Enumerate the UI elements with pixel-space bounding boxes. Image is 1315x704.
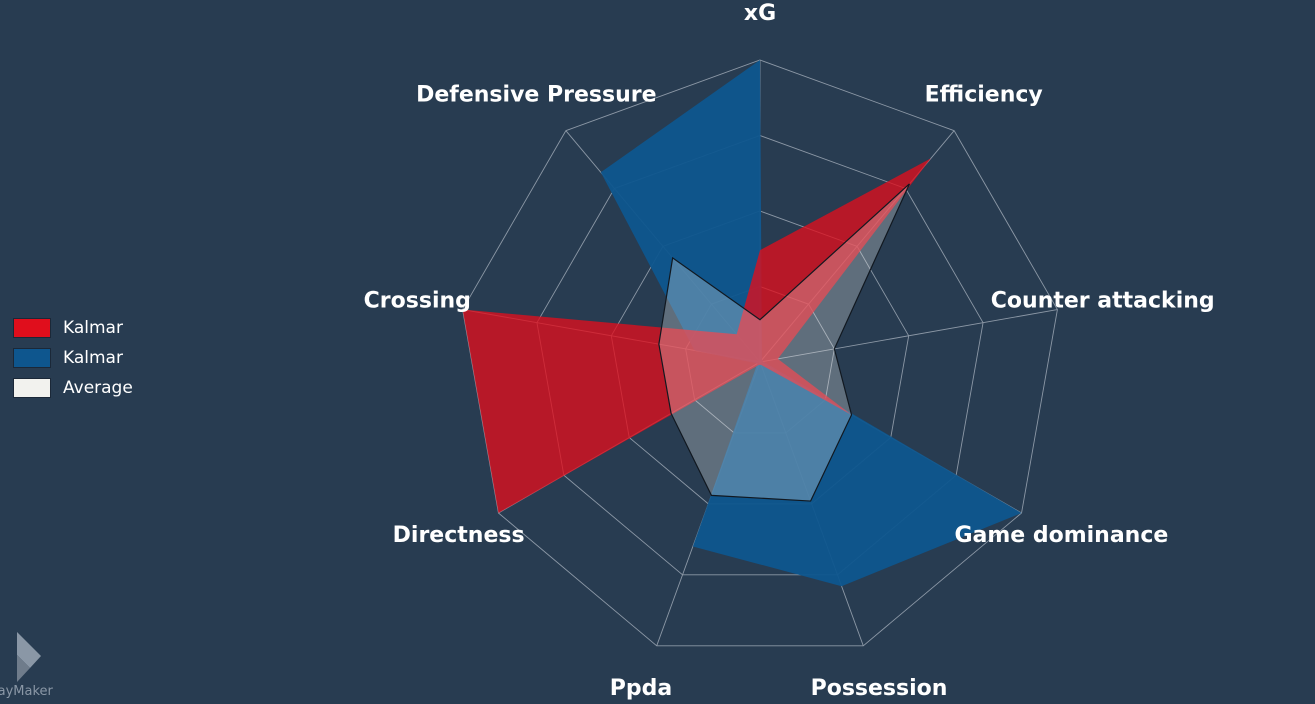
- legend-label: Average: [63, 378, 133, 398]
- axis-label-counter-attacking: Counter attacking: [991, 289, 1215, 314]
- legend-label: Kalmar: [63, 318, 123, 338]
- logo-text: layMaker: [0, 684, 53, 699]
- axis-label-game-dominance: Game dominance: [954, 523, 1168, 548]
- series-area-kalmar-1: [600, 60, 1022, 587]
- radar-series: [462, 60, 1022, 587]
- legend-item: Kalmar: [13, 343, 133, 373]
- legend-label: Kalmar: [63, 348, 123, 368]
- legend-swatch: [13, 318, 51, 338]
- legend-item: Average: [13, 373, 133, 403]
- legend-swatch: [13, 348, 51, 368]
- grid-ring-4: [462, 59, 1058, 647]
- axis-label-directness: Directness: [393, 523, 525, 548]
- axis-spoke: [759, 309, 1058, 363]
- legend-swatch: [13, 378, 51, 398]
- playmaker-logo-icon: [17, 632, 41, 682]
- series-area-kalmar-0: [462, 158, 931, 514]
- axis-label-xg: xG: [744, 1, 776, 26]
- axis-label-defensive-pressure: Defensive Pressure: [416, 82, 656, 107]
- axis-label-crossing: Crossing: [364, 289, 471, 314]
- axis-labels: xG Efficiency Counter attacking Game domina…: [364, 1, 1215, 701]
- legend: Kalmar Kalmar Average: [13, 313, 133, 403]
- axis-label-possession: Possession: [811, 676, 948, 701]
- axis-label-efficiency: Efficiency: [925, 82, 1043, 107]
- series-area-average-2: [658, 183, 911, 502]
- legend-item: Kalmar: [13, 313, 133, 343]
- grid-ring-3: [536, 135, 984, 576]
- axis-label-ppda: Ppda: [610, 676, 672, 701]
